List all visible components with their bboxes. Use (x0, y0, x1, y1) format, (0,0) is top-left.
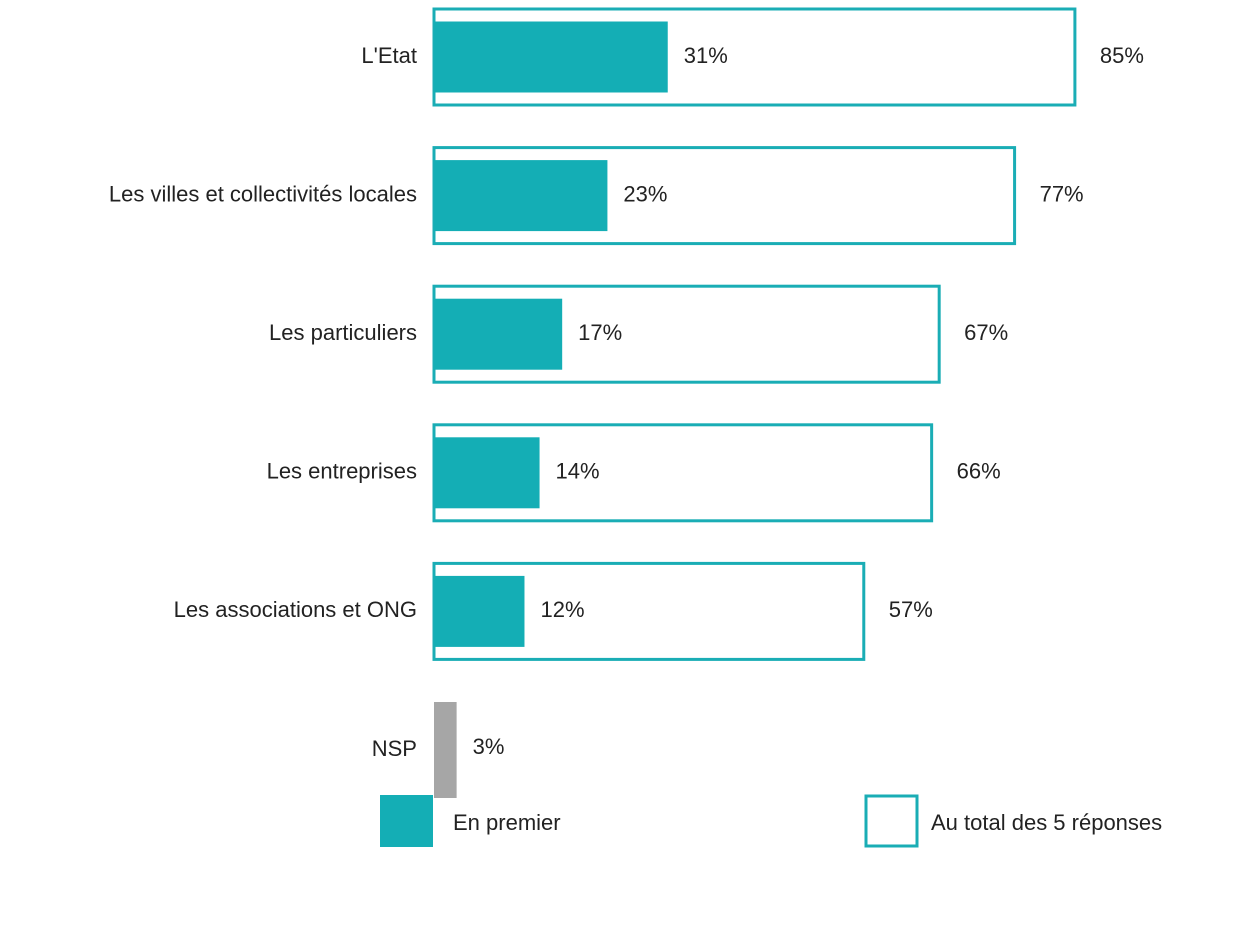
first-value-label: 31% (684, 43, 728, 68)
first-value-label: 23% (623, 181, 667, 206)
legend-swatch (380, 795, 433, 847)
legend-label: Au total des 5 réponses (931, 810, 1162, 835)
first-bar (434, 298, 563, 370)
category-label: Les associations et ONG (174, 597, 417, 622)
first-bar (434, 160, 608, 232)
first-value-label: 3% (473, 734, 505, 759)
total-value-label: 57% (889, 597, 933, 622)
first-value-label: 17% (578, 320, 622, 345)
total-value-label: 67% (964, 320, 1008, 345)
total-value-label: 77% (1040, 181, 1084, 206)
category-label: Les villes et collectivités locales (109, 181, 417, 206)
first-bar (434, 437, 540, 509)
category-label: NSP (372, 736, 417, 761)
legend-swatch (864, 794, 919, 848)
first-value-label: 12% (540, 597, 584, 622)
total-value-label: 66% (957, 459, 1001, 484)
category-label: L'Etat (361, 43, 417, 68)
first-bar (434, 21, 668, 93)
first-bar (434, 702, 457, 798)
category-label: Les particuliers (269, 320, 417, 345)
legend-label: En premier (453, 810, 561, 835)
total-value-label: 85% (1100, 43, 1144, 68)
first-value-label: 14% (556, 459, 600, 484)
category-label: Les entreprises (267, 459, 417, 484)
first-bar (434, 575, 525, 647)
